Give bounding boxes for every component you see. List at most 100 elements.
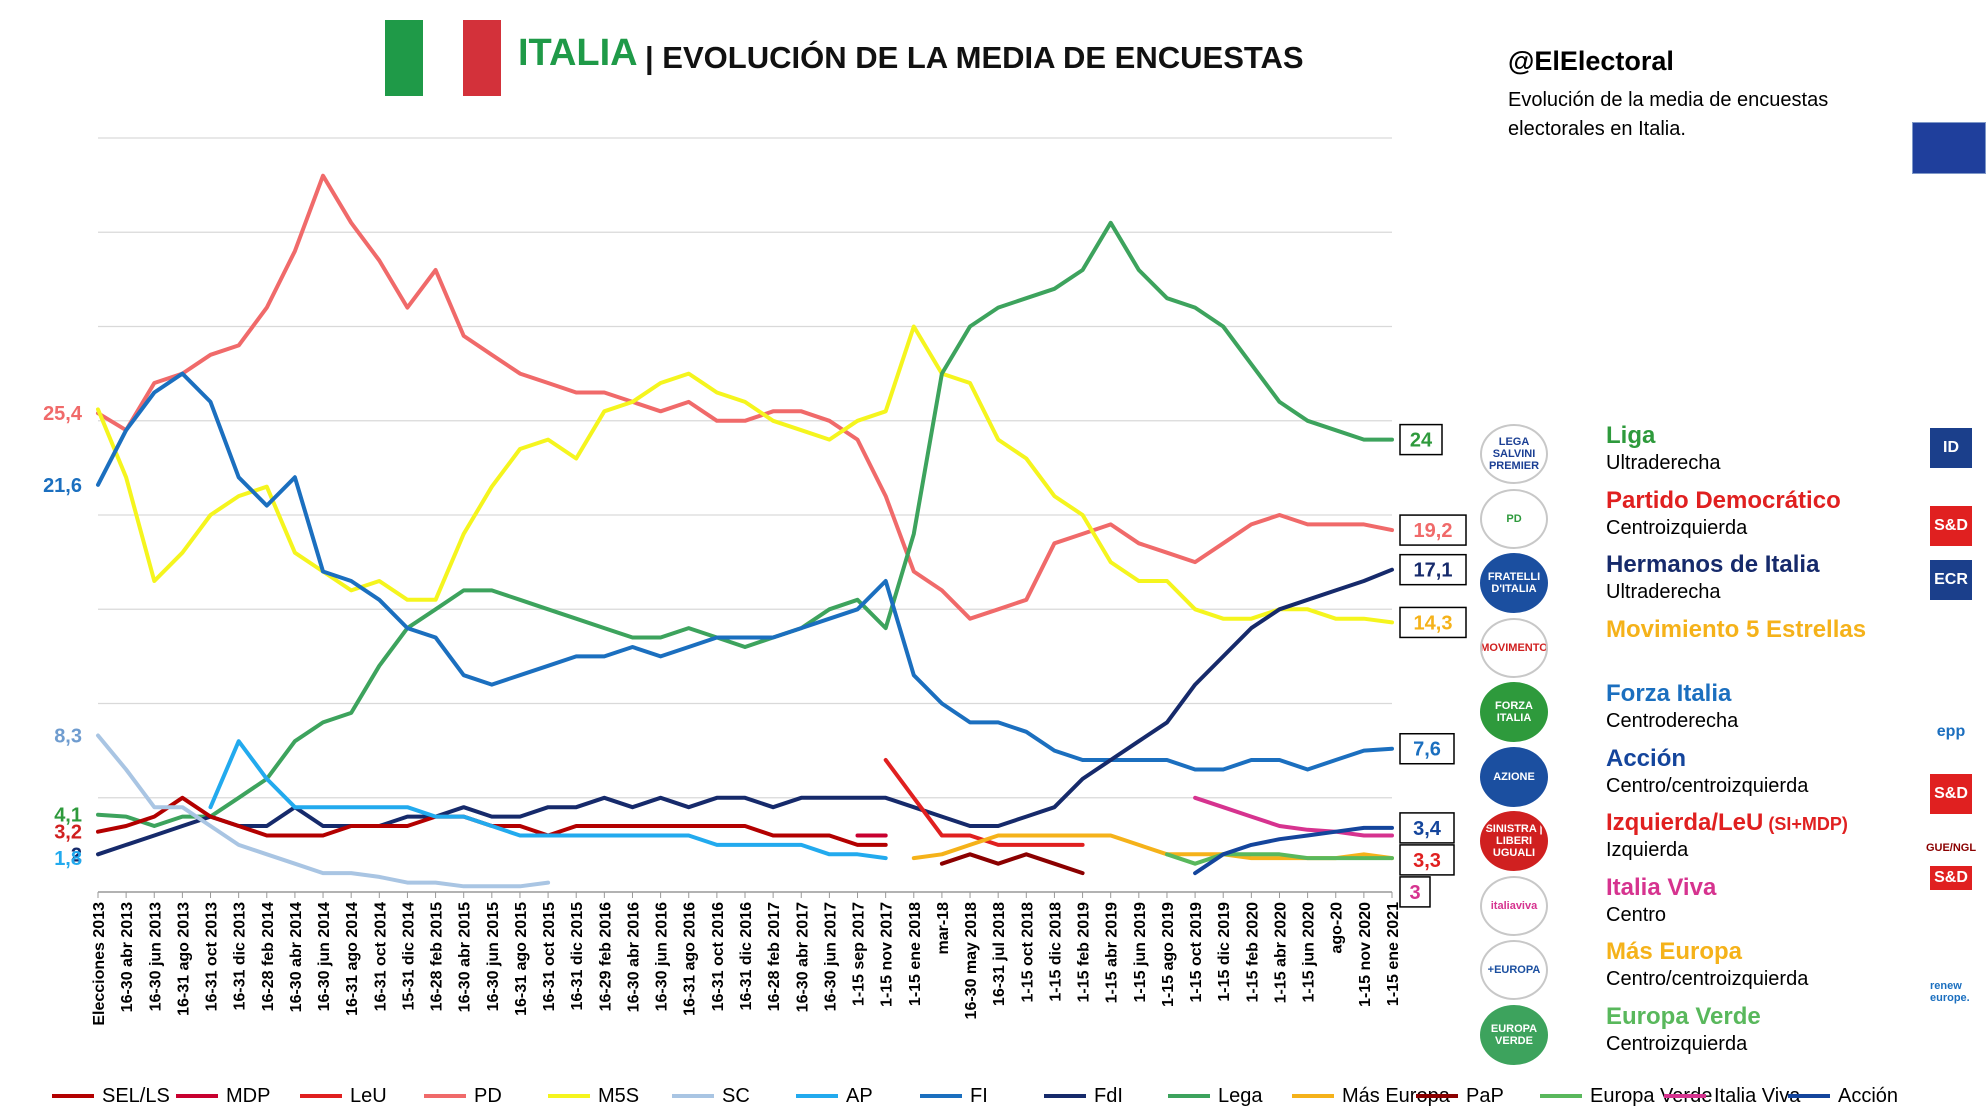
- series-line-m5s: [96, 324, 1394, 625]
- party-name: Liga: [1606, 422, 1656, 449]
- x-tick-label: 16-31 ago 2013: [175, 902, 192, 1016]
- legend-item: PD: [424, 1082, 502, 1110]
- chart-description: Evolución de la media de encuestas elect…: [1508, 89, 1829, 140]
- end-value-label: 19,2: [1414, 520, 1453, 542]
- x-tick-label: 16-31 oct 2016: [710, 902, 727, 1012]
- x-tick-label: 16-31 dic 2013: [232, 902, 249, 1011]
- party-ideology: Centroderecha: [1606, 710, 1739, 732]
- legend-label: Italia Viva: [1714, 1084, 1801, 1107]
- party-logo-icon: FRATELLI D'ITALIA: [1480, 553, 1548, 613]
- x-tick-label: 16-31 ago 2015: [513, 902, 530, 1016]
- x-tick-label: 1-15 dic 2019: [1216, 902, 1233, 1002]
- legend-label: FdI: [1094, 1084, 1123, 1107]
- legend-label: FI: [970, 1084, 988, 1107]
- party-name: Hermanos de Italia: [1606, 551, 1820, 578]
- party-logo-icon: EUROPA VERDE: [1480, 1004, 1548, 1065]
- x-tick-label: ago-20: [1329, 902, 1346, 954]
- series-line-pd: [96, 173, 1394, 621]
- start-value-label: 3,2: [54, 822, 82, 844]
- eu-groups-panel: ID S&D ECR epp S&D GUE/NGL S&D renew europe.: [1912, 122, 1986, 1115]
- party-ideology: Centroizquierda: [1606, 1032, 1748, 1055]
- x-tick-label: 1-15 nov 2017: [879, 902, 896, 1007]
- x-tick-label: 16-30 abr 2016: [625, 902, 642, 1012]
- legend-swatch: [672, 1094, 714, 1098]
- x-tick-label: 1-15 jun 2019: [1132, 902, 1149, 1003]
- legend-swatch: [176, 1094, 218, 1098]
- legend-swatch: [300, 1094, 342, 1098]
- x-tick-label: 16-30 jun 2017: [822, 902, 839, 1012]
- end-value-box: [1399, 732, 1455, 765]
- x-tick-label: 1-15 ene 2018: [907, 902, 924, 1006]
- chart-title-country: ITALIA: [518, 32, 638, 74]
- legend-swatch: [424, 1094, 466, 1098]
- party-ideology: Centroizquierda: [1606, 516, 1748, 539]
- x-tick-label: 16-30 jun 2016: [654, 902, 671, 1012]
- party-logo-icon: italiaviva: [1480, 875, 1548, 936]
- legend-item: SC: [672, 1082, 750, 1110]
- series-line-fdi: [96, 567, 1394, 857]
- x-tick-label: 16-30 abr 2014: [288, 902, 305, 1012]
- party-ideology: Izquierda: [1606, 839, 1689, 861]
- legend-item: FdI: [1044, 1082, 1123, 1110]
- party-entry: EUROPA VERDE Europa Verde Centroizquierda: [1480, 1002, 1900, 1065]
- x-tick-label: 16-30 abr 2017: [794, 902, 811, 1012]
- x-tick-label: 16-30 may 2018: [963, 902, 980, 1020]
- legend-label: MDP: [226, 1084, 271, 1107]
- start-value-label: 4,1: [54, 805, 82, 827]
- end-value-label: 14,3: [1414, 612, 1453, 634]
- party-entry: AZIONE Acción Centro/centroizquierda: [1480, 744, 1900, 807]
- party-entry: PD Partido Democrático Centroizquierda: [1480, 487, 1900, 549]
- x-tick-label: 16-28 feb 2017: [766, 902, 783, 1012]
- x-tick-label: 16-30 abr 2013: [119, 902, 136, 1012]
- series-line-m-s-europa: [911, 833, 1394, 861]
- end-value-label: 3,3: [1413, 850, 1441, 872]
- eu-group-logo-icon: S&D: [1930, 506, 1972, 546]
- party-name: Movimiento 5 Estrellas: [1606, 615, 1867, 643]
- party-logo-icon: AZIONE: [1480, 746, 1548, 807]
- party-ideology: Ultraderecha: [1606, 452, 1721, 474]
- x-tick-label: 1-15 nov 2020: [1357, 902, 1374, 1007]
- party-name: Forza Italia: [1606, 680, 1732, 707]
- legend-item: LeU: [300, 1082, 387, 1110]
- legend-label: SC: [722, 1084, 750, 1107]
- party-name: Europa Verde: [1606, 1002, 1761, 1030]
- party-logo-icon: FORZA ITALIA: [1480, 682, 1548, 742]
- x-tick-label: 1-15 ene 2021: [1385, 902, 1402, 1006]
- legend-swatch: [548, 1094, 590, 1098]
- x-tick-label: mar-18: [935, 902, 952, 955]
- x-tick-label: 1-15 sep 2017: [851, 902, 868, 1006]
- series-line-leu: [883, 758, 1085, 847]
- legend-swatch: [1292, 1094, 1334, 1098]
- eu-group-logo-icon: epp: [1930, 712, 1972, 752]
- start-value-label: 1,8: [54, 848, 82, 870]
- party-name: Acción: [1606, 744, 1687, 772]
- party-name: Italia Viva: [1606, 873, 1717, 901]
- end-value-box: [1399, 812, 1455, 844]
- party-entry: italiaviva Italia Viva Centro: [1480, 873, 1900, 936]
- end-value-label: 3: [1409, 882, 1420, 904]
- x-tick-label: 1-15 oct 2018: [1019, 902, 1036, 1003]
- x-tick-label: Elecciones 2013: [91, 902, 108, 1026]
- end-value-box: [1399, 514, 1467, 546]
- flag-green-stripe: [385, 20, 423, 96]
- party-entry: LEGA SALVINI PREMIER Liga Ultraderecha: [1480, 422, 1900, 484]
- eu-group-logo-icon: ECR: [1930, 560, 1972, 600]
- x-tick-label: 1-15 oct 2019: [1188, 902, 1205, 1003]
- x-tick-label: 1-15 feb 2020: [1244, 902, 1261, 1003]
- legend-label: AP: [846, 1084, 873, 1107]
- x-tick-label: 16-31 ago 2014: [344, 902, 361, 1016]
- series-line-acci-n: [1193, 825, 1394, 876]
- end-value-label: 7,6: [1413, 739, 1441, 761]
- series-line-lega: [96, 220, 1394, 828]
- legend-item: AP: [796, 1082, 873, 1110]
- x-tick-label: 16-31 jul 2018: [991, 902, 1008, 1006]
- x-tick-label: 16-31 dic 2015: [569, 902, 586, 1011]
- start-value-label: 21,6: [43, 475, 82, 497]
- x-tick-label: 16-30 jun 2014: [316, 902, 333, 1012]
- party-ideology: Ultraderecha: [1606, 581, 1721, 603]
- end-value-box: [1399, 844, 1455, 876]
- legend-swatch: [1788, 1094, 1830, 1098]
- legend-swatch: [1044, 1094, 1086, 1098]
- legend-label: Acción: [1838, 1084, 1899, 1107]
